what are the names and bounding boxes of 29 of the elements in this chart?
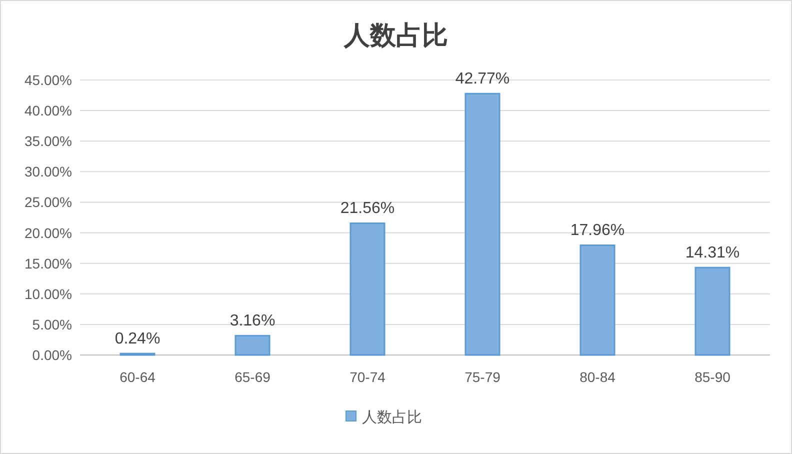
y-tick-label: 25.00% <box>24 194 72 210</box>
y-tick-label: 5.00% <box>32 316 72 332</box>
data-label: 0.24% <box>114 330 160 348</box>
y-tick-label: 20.00% <box>24 224 72 241</box>
bar <box>350 222 386 356</box>
y-tick-label: 0.00% <box>32 347 72 363</box>
data-label: 17.96% <box>570 222 625 240</box>
bar <box>234 334 270 356</box>
data-label: 14.31% <box>685 244 740 262</box>
y-tick-label: 10.00% <box>24 286 72 302</box>
y-tick-label: 30.00% <box>24 164 72 180</box>
y-tick-label: 15.00% <box>24 255 72 272</box>
data-label: 21.56% <box>340 200 395 218</box>
x-tick-label: 80-84 <box>580 369 616 385</box>
x-tick-label: 75-79 <box>464 369 501 385</box>
chart-title: 人数占比 <box>343 21 448 51</box>
x-tick-label: 65-69 <box>234 369 271 385</box>
x-tick-label: 70-74 <box>350 369 386 385</box>
bar <box>464 92 500 356</box>
y-tick-label: 35.00% <box>24 133 72 150</box>
bar <box>694 266 730 356</box>
y-tick-label: 45.00% <box>24 72 72 88</box>
legend-label: 人数占比 <box>362 409 422 426</box>
y-tick-label: 40.00% <box>24 102 72 119</box>
x-tick-label: 60-64 <box>120 369 156 385</box>
data-label: 42.77% <box>455 70 510 88</box>
bar <box>580 244 616 356</box>
x-tick-label: 85-90 <box>694 369 731 385</box>
data-label: 3.16% <box>230 312 276 330</box>
